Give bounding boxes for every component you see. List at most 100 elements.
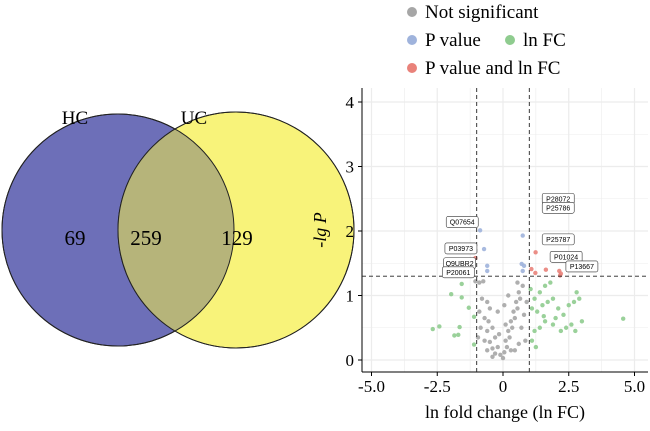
- data-point: [520, 283, 525, 289]
- data-point: [508, 319, 514, 324]
- annotation-label: P13667: [570, 264, 594, 271]
- data-point: [487, 306, 493, 311]
- data-point: [516, 341, 521, 347]
- x-tick-label: 5.0: [624, 377, 645, 396]
- venn-label-uc: UC: [181, 108, 207, 129]
- data-point: [477, 309, 482, 314]
- annotation-box: [541, 233, 575, 246]
- data-point: [490, 354, 495, 359]
- data-point: [561, 312, 566, 318]
- annotation-label: P03973: [449, 246, 473, 253]
- data-point: [512, 348, 518, 353]
- data-point: [481, 279, 486, 284]
- data-point: [534, 309, 540, 314]
- data-point: [508, 348, 514, 353]
- legend-label: Not significant: [425, 2, 539, 23]
- data-point: [511, 309, 516, 314]
- legend-marker: [407, 7, 417, 17]
- data-point: [430, 326, 435, 332]
- venn-count-both: 259: [130, 226, 162, 250]
- data-point: [452, 333, 457, 338]
- data-point: [504, 344, 510, 350]
- annotation-box: [565, 260, 599, 273]
- annotation-box: [541, 201, 575, 214]
- venn-diagram: HC UC 69 259 129: [1, 108, 355, 349]
- legend-marker: [407, 35, 417, 45]
- venn-outline: [1, 113, 235, 347]
- data-point: [487, 339, 493, 345]
- legend-marker: [505, 35, 515, 45]
- data-point: [541, 313, 546, 319]
- data-point: [532, 296, 537, 301]
- data-point: [471, 342, 477, 347]
- data-point: [569, 322, 574, 327]
- data-point: [524, 299, 529, 305]
- data-point: [520, 268, 525, 274]
- data-point: [548, 280, 553, 285]
- data-point: [507, 335, 512, 340]
- data-point: [523, 338, 528, 343]
- data-point: [521, 263, 527, 269]
- data-point: [537, 325, 543, 330]
- data-point: [563, 325, 569, 330]
- data-point: [533, 270, 538, 276]
- data-point: [492, 351, 498, 356]
- data-point: [506, 293, 511, 298]
- data-point: [485, 268, 490, 274]
- y-tick-label: 4: [346, 93, 355, 112]
- data-point: [503, 322, 508, 327]
- data-point: [482, 338, 487, 343]
- data-point: [485, 348, 490, 353]
- annotation-label: Q07654: [450, 219, 475, 226]
- annotation-label: P20061: [446, 270, 470, 277]
- data-point: [542, 283, 548, 289]
- data-point: [558, 328, 564, 334]
- data-point: [503, 338, 508, 343]
- x-axis-label: ln fold change (ln FC): [425, 402, 585, 423]
- venn-outline: [117, 111, 355, 349]
- data-point: [490, 325, 495, 330]
- annotation-box: [444, 242, 478, 255]
- data-point: [515, 306, 520, 311]
- data-point: [448, 292, 454, 297]
- data-point: [533, 344, 539, 350]
- data-point: [553, 315, 558, 321]
- y-tick-label: 1: [346, 287, 355, 306]
- data-point: [550, 322, 556, 327]
- annotation-box: [441, 266, 475, 279]
- data-point: [477, 228, 483, 233]
- data-point: [496, 332, 502, 337]
- data-point: [574, 290, 579, 295]
- data-point: [486, 319, 491, 324]
- data-point: [477, 280, 482, 285]
- legend-label: P value and ln FC: [425, 58, 560, 79]
- volcano-plot: -5.0 -2.5 0 2.5 5.0 0 1 2 3 4 P28072 P25786 Q07654 P2…: [310, 2, 648, 423]
- data-point: [577, 296, 582, 301]
- data-point: [532, 328, 537, 334]
- y-axis-label: -lg P: [310, 212, 330, 248]
- data-point: [456, 332, 461, 338]
- data-point: [478, 325, 483, 330]
- venn-overlap: [118, 114, 234, 346]
- data-point: [466, 305, 472, 310]
- data-point: [515, 280, 520, 285]
- y-tick-label: 2: [346, 222, 355, 241]
- data-point: [573, 328, 578, 334]
- data-point: [516, 290, 521, 295]
- legend-label: ln FC: [523, 30, 566, 51]
- data-point: [517, 296, 523, 301]
- data-point: [479, 296, 485, 301]
- data-point: [498, 352, 503, 358]
- data-point: [459, 281, 464, 287]
- venn-count-uc-only: 129: [221, 226, 253, 250]
- y-tick-label: 0: [346, 351, 355, 370]
- data-point: [533, 250, 538, 255]
- data-point: [512, 315, 518, 321]
- x-tick-label: 0: [499, 377, 508, 396]
- data-point: [571, 299, 577, 305]
- data-point: [502, 302, 507, 308]
- venn-label-hc: HC: [62, 108, 88, 129]
- data-point: [481, 246, 487, 252]
